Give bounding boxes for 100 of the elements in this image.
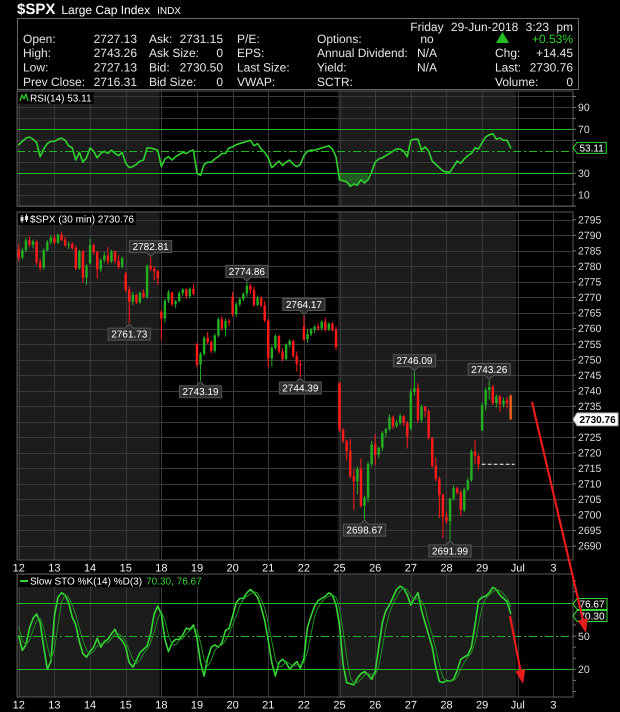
- candlestick: [135, 293, 138, 305]
- y-tick-label: 2725: [578, 432, 602, 444]
- y-tick-label: 2755: [578, 338, 602, 351]
- text: Bid Size:: [149, 75, 196, 89]
- text: 2730.50: [180, 60, 224, 74]
- text: 0: [216, 46, 224, 60]
- text: Friday 29-Jun-2018 3:23 pm: [410, 20, 574, 34]
- x-tick-label: 18: [155, 700, 168, 712]
- x-tick-label: 27: [404, 562, 417, 574]
- text: Ask:: [149, 32, 172, 46]
- y-tick-label: 2710: [578, 478, 602, 491]
- annotation: 2774.86: [228, 266, 266, 278]
- text: Volume:: [495, 75, 538, 89]
- text: Low:: [23, 60, 48, 74]
- y-tick-label: 2775: [578, 276, 602, 289]
- y-tick-label: 10: [578, 190, 590, 202]
- chart-title: Slow STO %K(14) %D(3): [30, 576, 142, 588]
- text: EPS:: [237, 46, 264, 60]
- y-tick-label: 20: [578, 664, 590, 676]
- ref-line-label: 70: [578, 124, 590, 136]
- x-tick-label: 3: [550, 562, 556, 574]
- candlestick: [498, 394, 502, 412]
- text: +0.53%: [532, 32, 574, 46]
- x-tick-label: Jul: [510, 700, 525, 712]
- x-tick-label: 22: [298, 562, 310, 574]
- y-tick-label: 2735: [578, 400, 602, 413]
- candlestick: [263, 300, 266, 323]
- candlestick: [278, 334, 280, 354]
- x-tick-label: 28: [440, 700, 453, 712]
- candlestick: [53, 234, 56, 246]
- candlestick: [64, 236, 66, 248]
- chart-title: $SPX (30 min) 2730.76: [30, 214, 134, 226]
- candlestick: [352, 469, 356, 510]
- x-tick-label: 22: [298, 700, 310, 712]
- text: Options:: [317, 32, 362, 46]
- x-tick-label: 15: [120, 700, 132, 712]
- x-tick-label: 18: [155, 562, 168, 574]
- text: Last:: [495, 60, 522, 74]
- text: High:: [23, 46, 52, 60]
- candlestick: [231, 291, 234, 318]
- candlestick: [170, 291, 174, 307]
- annotation: 2761.73: [111, 330, 148, 341]
- candlestick: [402, 414, 405, 427]
- x-tick-label: 25: [333, 700, 346, 712]
- text: Bid:: [149, 60, 170, 74]
- x-tick-label: 12: [12, 562, 25, 574]
- x-tick-label: 19: [190, 700, 204, 712]
- candlestick: [185, 288, 188, 300]
- line-series: [18, 132, 512, 188]
- x-tick-label: 19: [190, 562, 204, 574]
- y-tick-label: 2750: [578, 354, 602, 366]
- text: 2716.31: [94, 75, 138, 89]
- text: Open:: [23, 32, 56, 46]
- y-tick-label: 50: [578, 630, 590, 643]
- text: 0: [216, 75, 224, 89]
- y-tick-label: 2765: [578, 308, 602, 320]
- candlestick: [492, 384, 494, 406]
- text: Prev Close:: [23, 75, 86, 89]
- text: 0: [566, 75, 574, 89]
- candlestick: [296, 351, 298, 372]
- y-tick-label: 2695: [578, 525, 602, 538]
- x-tick-label: 21: [262, 562, 274, 574]
- text: N/A: [416, 60, 438, 74]
- x-tick-label: 29: [476, 562, 488, 574]
- y-tick-label: 2745: [578, 370, 602, 382]
- text: Ask Size:: [149, 46, 200, 60]
- text: $SPX: [17, 1, 56, 18]
- text: 53.11: [579, 143, 604, 154]
- x-tick-label: 27: [404, 700, 417, 712]
- text: 76.67: [579, 600, 605, 611]
- candlestick: [124, 271, 127, 292]
- x-tick-label: 28: [440, 562, 453, 574]
- candlestick: [234, 301, 238, 318]
- candlestick: [406, 420, 408, 449]
- annotation: 2743.19: [182, 387, 220, 398]
- candlestick: [292, 339, 294, 358]
- x-tick-label: 12: [12, 700, 25, 712]
- text: Yield:: [317, 60, 347, 74]
- candlestick: [324, 317, 327, 332]
- annotation: 2746.09: [396, 356, 433, 368]
- candlestick: [460, 490, 462, 516]
- x-tick-label: Jul: [510, 562, 525, 574]
- candlestick: [164, 298, 166, 324]
- annotation: 2743.26: [471, 365, 508, 376]
- text: Annual Dividend:: [317, 46, 408, 60]
- text: 2730.76: [530, 60, 574, 74]
- text: N/A: [416, 46, 438, 60]
- text: +14.45: [536, 46, 574, 60]
- annotation: 2744.39: [282, 384, 319, 395]
- y-tick-label: 2780: [578, 261, 602, 274]
- candlestick: [138, 291, 142, 304]
- x-tick-label: 13: [48, 700, 61, 712]
- y-tick-label: 2770: [578, 292, 602, 304]
- y-tick-label: 2720: [578, 448, 602, 460]
- y-tick-label: 2705: [578, 494, 602, 506]
- candlestick: [284, 342, 288, 361]
- y-tick-label: 2690: [578, 540, 602, 553]
- candlestick: [220, 316, 224, 331]
- text: SCTR:: [317, 75, 353, 89]
- candlestick: [331, 322, 334, 332]
